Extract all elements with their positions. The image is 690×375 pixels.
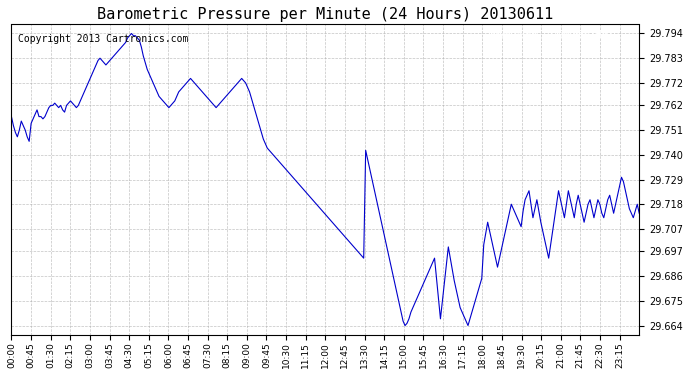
Title: Barometric Pressure per Minute (24 Hours) 20130611: Barometric Pressure per Minute (24 Hours… [97,7,553,22]
Text: Copyright 2013 Cartronics.com: Copyright 2013 Cartronics.com [18,34,188,44]
